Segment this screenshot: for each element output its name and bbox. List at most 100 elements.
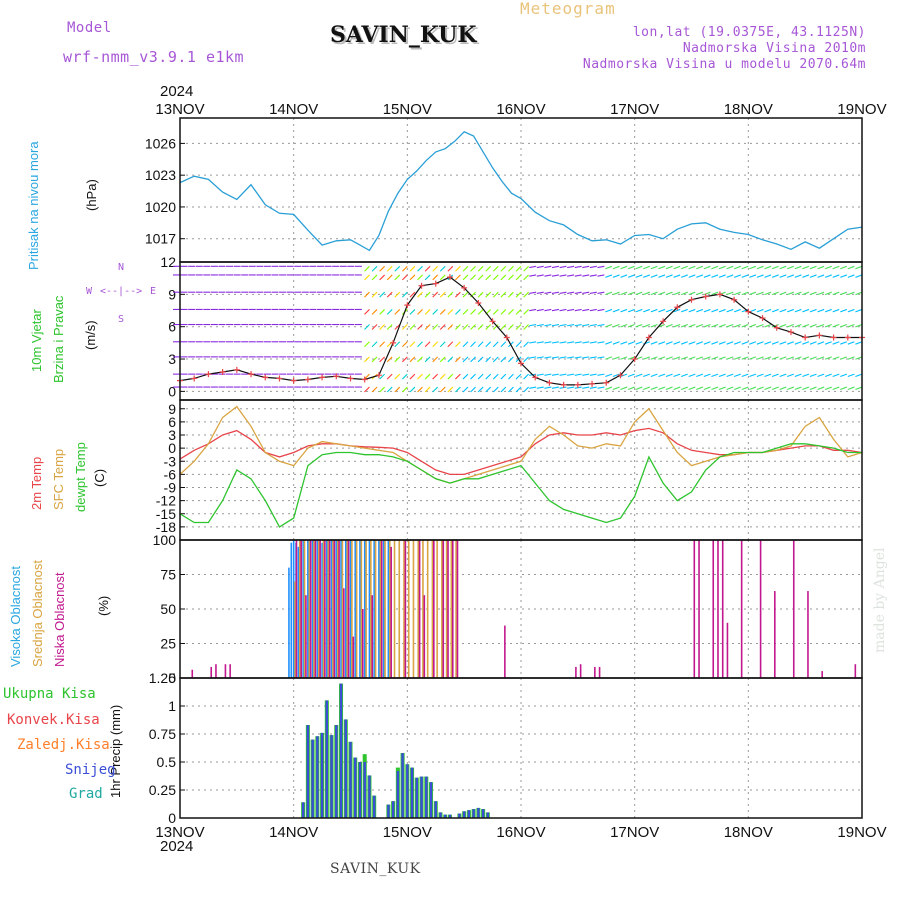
wind-arrow: [779, 324, 787, 328]
time-label-bottom: 15NOV: [383, 824, 432, 841]
wind-arrow: [673, 265, 681, 270]
precip-bar: [444, 814, 447, 818]
wind-arrow: [696, 308, 704, 313]
wind-arrow: [847, 356, 855, 360]
legend-hail: Grad: [69, 786, 103, 802]
wind-arrow: [544, 373, 552, 376]
compass-north: N: [118, 262, 125, 273]
wind-arrow: [749, 386, 757, 390]
wind-arrow: [627, 308, 635, 313]
wind-arrow: [711, 373, 719, 378]
wind-speed-marker: [219, 368, 226, 375]
wind-arrow: [635, 274, 643, 278]
wind-arrow: [485, 265, 492, 272]
wind-arrow: [612, 341, 620, 345]
wind-arrow: [394, 386, 401, 393]
wind-arrow: [635, 324, 643, 328]
wind-speed-marker: [461, 284, 468, 291]
wind-arrow: [508, 291, 514, 298]
wind-arrow: [364, 274, 370, 281]
precip-bar: [401, 753, 404, 818]
wind-arrow: [544, 341, 552, 344]
wind-arrow: [787, 324, 794, 328]
wind-arrow: [371, 265, 378, 272]
wind-arrow: [409, 386, 416, 393]
wind-arrow: [756, 324, 764, 328]
precip-bar: [368, 775, 371, 818]
wind-arrow: [741, 265, 749, 270]
wind-arrow: [696, 373, 704, 378]
wind-arrow: [567, 265, 575, 269]
wind-arrow: [432, 265, 439, 272]
wind-arrow: [741, 341, 749, 345]
wind-speed-marker: [262, 374, 269, 381]
wind-arrow: [643, 386, 651, 390]
wind-arrow: [477, 291, 484, 298]
precip-bar: [462, 811, 466, 818]
wind-arrow: [364, 356, 370, 363]
wind-arrow: [470, 324, 476, 330]
wind-arrow: [589, 265, 597, 269]
y-tick-label: 9: [168, 401, 176, 417]
wind-arrow: [401, 373, 408, 380]
wind-arrow: [627, 373, 635, 378]
y-tick-label: 0: [168, 670, 176, 686]
wind-arrow: [386, 265, 393, 272]
wind-arrow: [809, 386, 817, 390]
wind-arrow: [756, 356, 764, 360]
wind-speed-marker: [574, 381, 581, 388]
wind-arrow: [492, 386, 499, 393]
y-tick-label: 0.25: [149, 782, 176, 798]
wind-speed-marker: [518, 360, 524, 367]
pressure-line: [179, 131, 863, 252]
wind-arrow: [605, 324, 613, 328]
wind-speed-marker: [660, 318, 667, 325]
wind-arrow: [364, 373, 370, 380]
wind-arrow: [432, 341, 439, 348]
wind-arrow: [726, 356, 734, 360]
wind-arrow: [432, 291, 439, 298]
model-label: Model: [67, 20, 112, 36]
wind-arrow: [567, 356, 575, 359]
wind-arrow: [847, 308, 855, 313]
wind-arrow: [665, 373, 673, 378]
wind-arrow: [508, 386, 514, 393]
wind-arrow: [771, 356, 779, 360]
wind-speed-marker: [304, 376, 311, 383]
wind-arrow: [643, 291, 651, 296]
wind-arrow: [567, 341, 575, 344]
wind-arrow: [794, 308, 802, 313]
y-tick-label: -18: [156, 519, 176, 535]
wind-arrow: [794, 274, 802, 278]
legend-convective-rain: Konvek.Kisa: [7, 712, 100, 728]
y-tick-label: 0.5: [157, 754, 177, 770]
wind-arrow: [817, 274, 825, 278]
wind-arrow: [802, 308, 810, 313]
wind-arrow: [432, 274, 439, 281]
wind-speed-marker: [844, 334, 851, 341]
wind-arrow: [523, 265, 529, 272]
wind-arrow: [855, 291, 863, 296]
y-tick-label: -15: [156, 506, 176, 522]
wind-arrow: [424, 291, 431, 298]
wind-arrow: [589, 386, 597, 389]
wind-arrow: [551, 323, 559, 327]
wind-arrow: [726, 291, 734, 296]
wind-speed-marker: [560, 381, 567, 388]
precip-bar: [387, 804, 390, 818]
wind-arrow: [726, 373, 734, 378]
precip-bar: [467, 810, 471, 818]
wind-speed-marker: [589, 380, 596, 387]
compass-south: S: [118, 314, 125, 325]
wind-arrow: [847, 324, 855, 328]
wind-arrow: [492, 274, 499, 281]
wind-arrow: [855, 265, 863, 270]
wind-arrow: [523, 324, 529, 330]
wind-arrow: [756, 265, 764, 270]
wind-arrow: [635, 386, 643, 390]
wind-arrow: [401, 341, 408, 348]
y-tick-label: 9: [168, 286, 176, 302]
y-tick-label: 0.75: [149, 726, 176, 742]
wind-arrow: [455, 341, 461, 348]
wind-arrow: [589, 356, 597, 359]
